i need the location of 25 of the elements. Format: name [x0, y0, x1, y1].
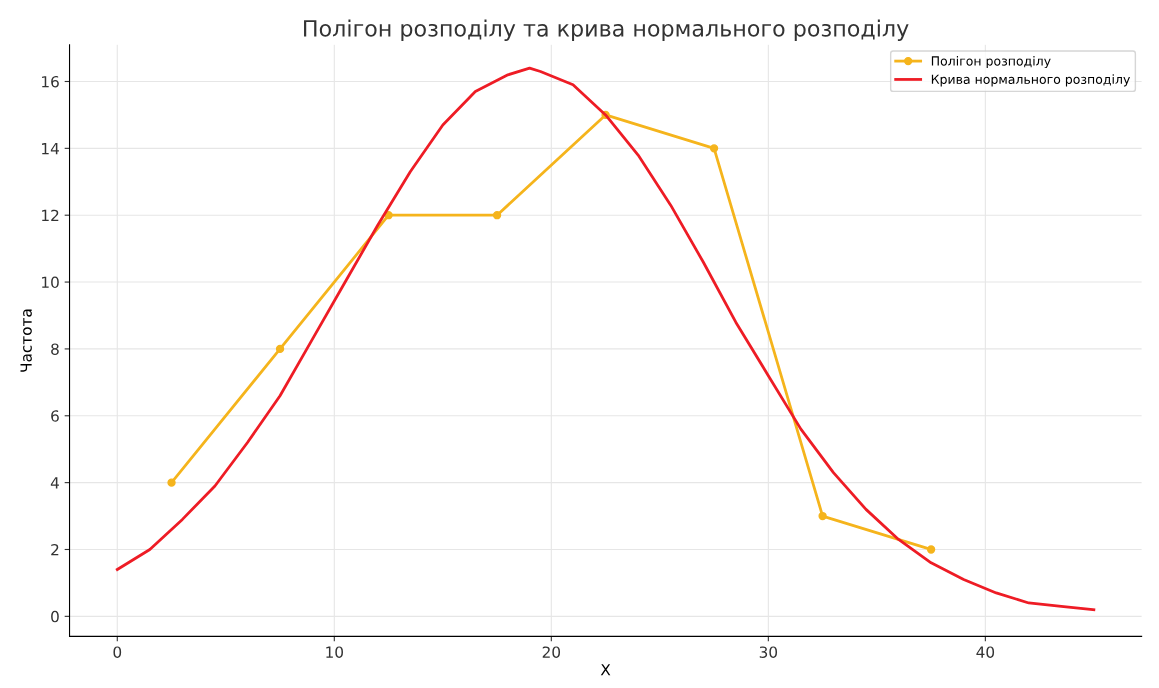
legend-label: Полігон розподілу	[931, 55, 1051, 69]
y-tick-label: 10	[42, 276, 59, 289]
x-tick-label: 20	[542, 646, 561, 658]
y-tick-label: 14	[42, 143, 59, 155]
y-tick-label: 0	[51, 610, 59, 623]
y-tick-label: 16	[42, 75, 59, 88]
y-tick-label: 12	[42, 209, 59, 222]
point	[492, 211, 502, 220]
y-tick-label: 8	[51, 343, 59, 355]
chart-title: Полігон розподілу та крива нормального розподілу	[304, 19, 909, 42]
x-tick-label: 30	[759, 646, 778, 658]
x-axis-title: X	[600, 664, 611, 676]
x-tick-label: 10	[326, 646, 344, 658]
y-tick-label: 2	[51, 543, 59, 556]
point	[709, 144, 719, 153]
point	[275, 344, 285, 354]
y-tick-label: 6	[51, 410, 59, 422]
x-tick-label: 40	[976, 646, 995, 658]
y-tick-label: 4	[50, 477, 59, 489]
x-tick-label: 0	[113, 646, 122, 658]
point	[167, 478, 176, 487]
point	[818, 511, 827, 521]
y-axis-title: Частота	[20, 309, 32, 372]
legend-label: Крива нормального розподілу	[931, 74, 1130, 87]
point	[926, 545, 936, 554]
